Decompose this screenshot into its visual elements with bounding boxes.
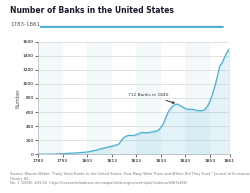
Text: 712 Banks in 1840: 712 Banks in 1840 [128, 93, 174, 103]
Bar [87, 41, 112, 154]
Bar [136, 41, 161, 154]
Bar [38, 41, 62, 154]
Y-axis label: Number: Number [15, 88, 20, 108]
Text: 1783-1861: 1783-1861 [10, 22, 40, 27]
Text: Number of Banks in the United States: Number of Banks in the United States [10, 6, 174, 15]
Text: Source: Warren Weber, "Early State Banks in the United States: How Many Were The: Source: Warren Weber, "Early State Banks… [10, 172, 250, 185]
Bar [185, 41, 210, 154]
